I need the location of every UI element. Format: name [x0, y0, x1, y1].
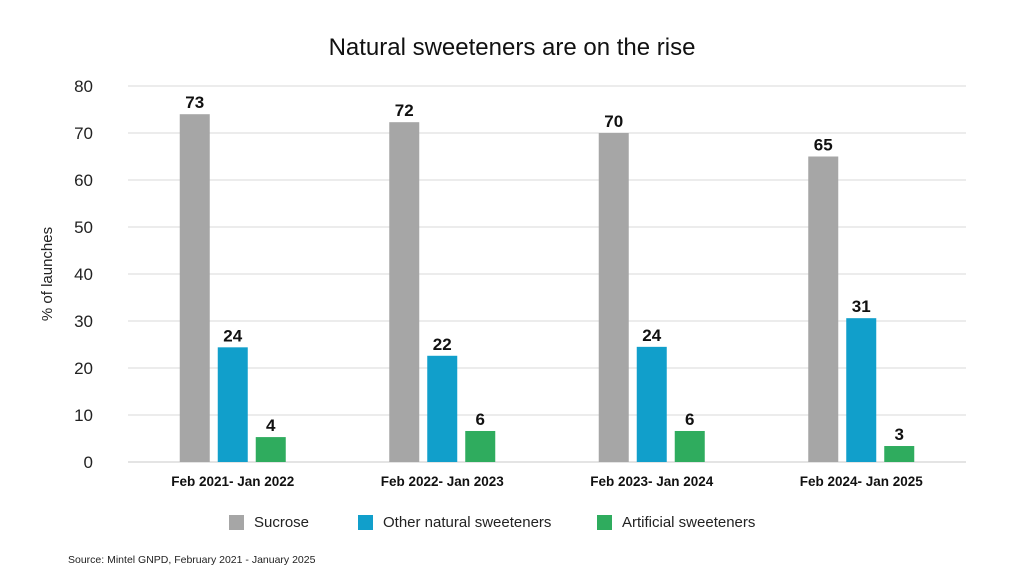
data-labels: 73 24 4 72 22 6 70 24 6 65 31 3 [185, 93, 904, 444]
legend-label: Other natural sweeteners [383, 514, 551, 531]
legend-label: Sucrose [254, 514, 309, 531]
gridlines [128, 85, 966, 463]
legend-swatch-sucrose [229, 515, 244, 530]
bar-artificial-sweeteners-0 [255, 437, 286, 462]
y-tick-label: 80 [74, 77, 93, 96]
chart-title: Natural sweeteners are on the rise [329, 34, 696, 61]
x-tick-label: Feb 2023- Jan 2024 [590, 474, 714, 489]
legend-swatch-artificial-sweeteners [597, 515, 612, 530]
data-label: 3 [895, 425, 904, 444]
bar-other-natural-sweeteners-0 [217, 347, 248, 462]
data-label: 72 [395, 101, 414, 120]
y-tick-label: 40 [74, 265, 93, 284]
x-tick-label: Feb 2024- Jan 2025 [800, 474, 924, 489]
legend-swatch-other-natural-sweeteners [358, 515, 373, 530]
bar-sucrose-3 [808, 156, 839, 462]
bar-other-natural-sweeteners-2 [636, 346, 667, 462]
data-label: 4 [266, 416, 276, 435]
legend-label: Artificial sweeteners [622, 514, 755, 531]
x-tick-label: Feb 2021- Jan 2022 [171, 474, 294, 489]
bar-other-natural-sweeteners-1 [427, 355, 458, 462]
data-label: 65 [814, 136, 833, 155]
bar-sucrose-2 [598, 133, 629, 462]
y-tick-label: 50 [74, 218, 93, 237]
legend: Sucrose Other natural sweeteners Artificia… [229, 514, 755, 531]
data-label: 24 [223, 326, 242, 345]
y-tick-label: 60 [74, 171, 93, 190]
bar-artificial-sweeteners-3 [884, 446, 915, 462]
bar-sucrose-0 [179, 114, 210, 462]
bars [179, 114, 915, 462]
data-label: 6 [685, 410, 694, 429]
data-label: 24 [642, 326, 661, 345]
y-tick-label: 70 [74, 124, 93, 143]
data-label: 22 [433, 335, 452, 354]
source-note: Source: Mintel GNPD, February 2021 - Jan… [68, 554, 316, 566]
bar-other-natural-sweeteners-3 [846, 318, 877, 462]
x-tick-label: Feb 2022- Jan 2023 [381, 474, 505, 489]
y-tick-label: 0 [84, 453, 93, 472]
data-label: 6 [476, 410, 485, 429]
bar-artificial-sweeteners-2 [674, 430, 705, 462]
bar-sucrose-1 [389, 122, 420, 462]
y-tick-label: 10 [74, 406, 93, 425]
y-tick-label: 20 [74, 359, 93, 378]
y-tick-label: 30 [74, 312, 93, 331]
bar-artificial-sweeteners-1 [465, 430, 496, 462]
data-label: 31 [852, 297, 871, 316]
y-axis-label: % of launches [39, 227, 56, 321]
data-label: 73 [185, 93, 204, 112]
data-label: 70 [604, 112, 623, 131]
y-axis-ticks: 0 10 20 30 40 50 60 70 80 [74, 77, 93, 472]
x-axis-ticks: Feb 2021- Jan 2022 Feb 2022- Jan 2023 Feb … [171, 474, 923, 489]
